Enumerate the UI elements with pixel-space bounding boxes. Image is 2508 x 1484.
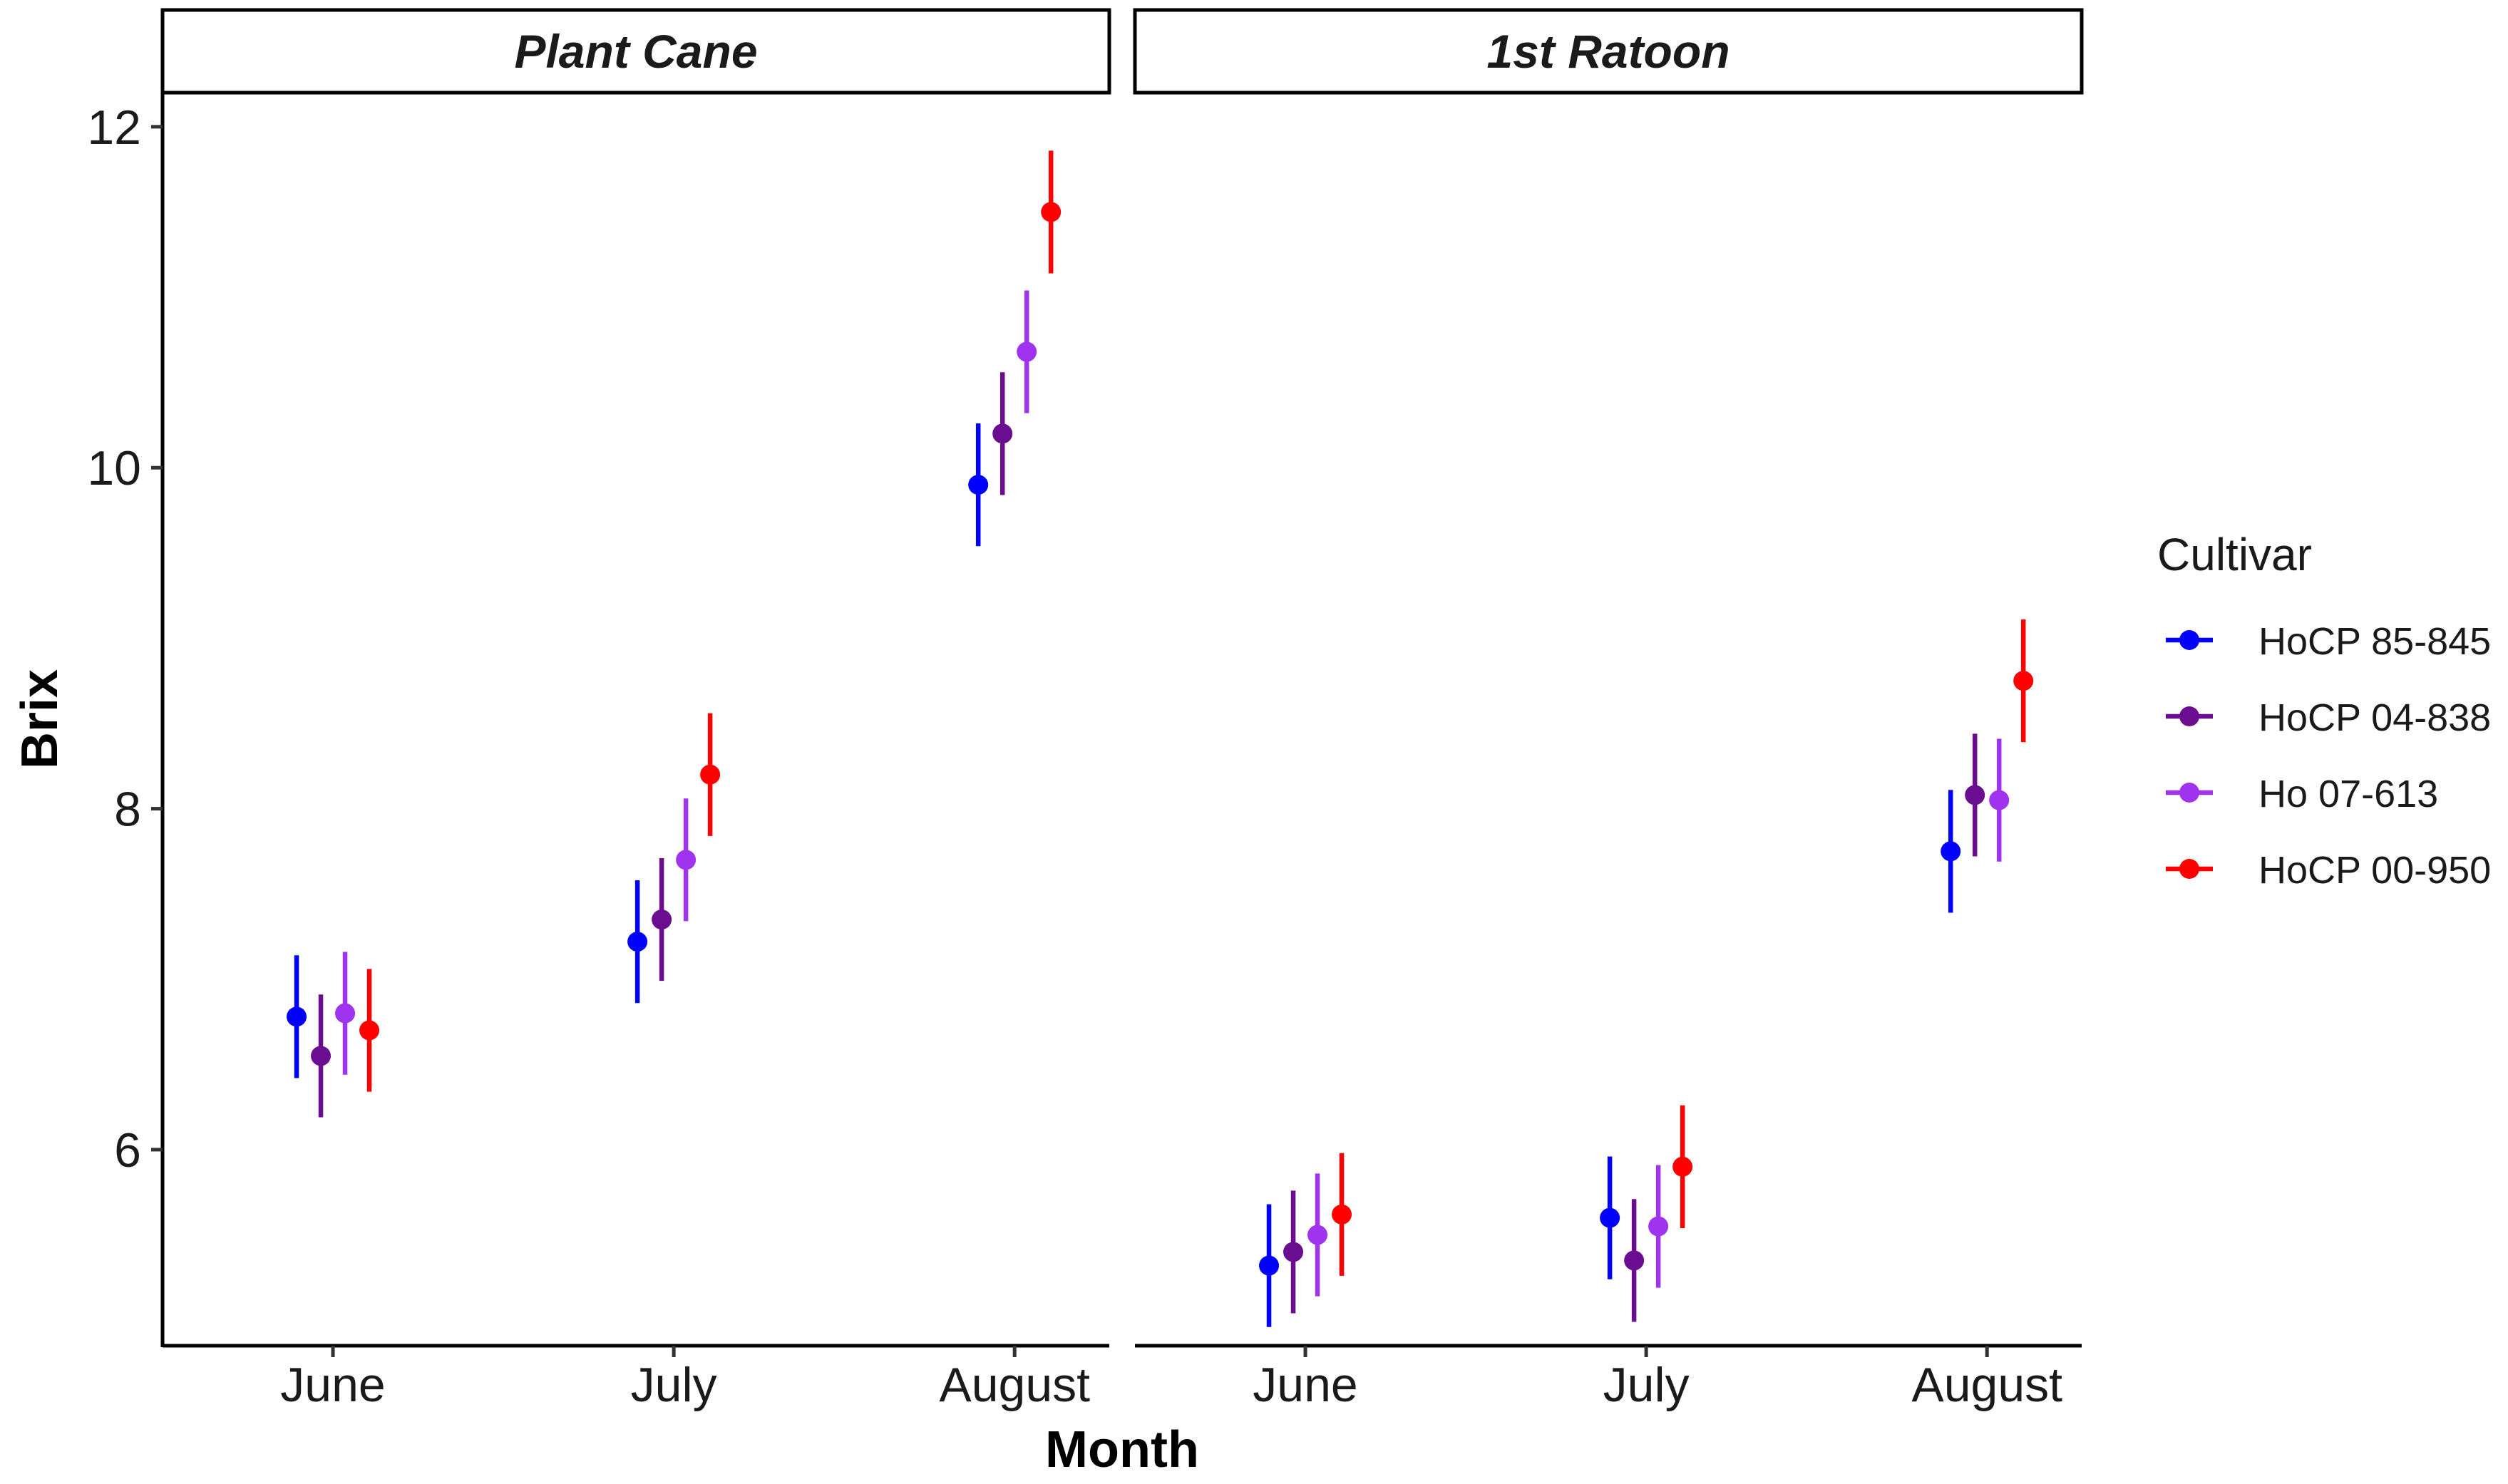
data-point [1672,1156,1693,1177]
data-point [1259,1255,1280,1276]
legend-key-point [2179,783,2199,803]
y-tick-label: 6 [114,1123,141,1178]
data-point [1941,841,1961,862]
series-hocp-85-845 [1259,790,1961,1327]
data-point [287,1006,307,1027]
series-ho-07-613 [1307,738,2010,1297]
y-tick-label: 10 [87,441,141,495]
data-point [311,1046,332,1066]
data-point [992,423,1013,444]
data-point [968,475,989,495]
data-point [700,764,721,785]
legend-key-point [2179,630,2199,650]
series-hocp-85-845 [287,423,989,1078]
legend-key-hocp-00-950 [2166,859,2213,879]
facet-strip [160,8,1111,95]
data-point [652,910,672,930]
legend: Cultivar HoCP 85-845 HoCP 04-838 Ho 07-613 H… [2157,529,2491,892]
x-tick-label: June [1253,1358,1357,1412]
legend-label: HoCP 04-838 [2258,696,2491,739]
data-point [1283,1242,1304,1262]
data-point [676,850,697,870]
facet-strip-label: 1st Ratoon [1486,25,1730,78]
data-point [1307,1225,1328,1245]
x-tick-label: July [631,1358,717,1412]
data-point [2013,671,2034,691]
data-point [1989,790,2010,810]
data-point [1041,202,1062,222]
legend-label: HoCP 85-845 [2258,620,2491,663]
legend-key-ho-07-613 [2166,783,2213,803]
data-point [1332,1204,1352,1225]
series-hocp-00-950 [1332,619,2034,1276]
data-point [1624,1250,1645,1271]
y-tick-label: 12 [87,101,141,155]
x-axis-title: Month [1045,1421,1199,1478]
series-hocp-04-838 [311,372,1013,1118]
data-point [359,1020,380,1041]
x-tick-label: August [939,1358,1090,1412]
series-hocp-04-838 [1283,733,1985,1322]
legend-label: Ho 07-613 [2258,773,2438,815]
x-tick-label: June [280,1358,385,1412]
legend-key-point [2179,859,2199,879]
y-axis-title: Brix [11,669,68,769]
legend-key-hocp-85-845 [2166,630,2213,650]
legend-key-hocp-04-838 [2166,706,2213,726]
legend-title: Cultivar [2157,529,2312,580]
data-point [1600,1207,1620,1228]
facet-strip [1133,8,2084,95]
x-tick-label: August [1911,1358,2062,1412]
data-point [627,932,648,952]
series-hocp-00-950 [359,150,1062,1092]
y-tick-label: 8 [114,783,141,837]
legend-label: HoCP 00-950 [2258,849,2491,892]
data-point [1965,785,1985,805]
facet-1st-ratoon: 1st Ratoon June July August [1133,8,2084,1412]
data-point [335,1003,356,1024]
facet-plant-cane: Plant Cane 6 8 10 12 June July August [87,8,1111,1412]
data-point [1648,1216,1669,1237]
series-ho-07-613 [335,290,1037,1075]
data-point [1017,341,1037,362]
legend-key-point [2179,706,2199,726]
facet-strip-label: Plant Cane [514,25,757,78]
x-tick-label: July [1603,1358,1690,1412]
